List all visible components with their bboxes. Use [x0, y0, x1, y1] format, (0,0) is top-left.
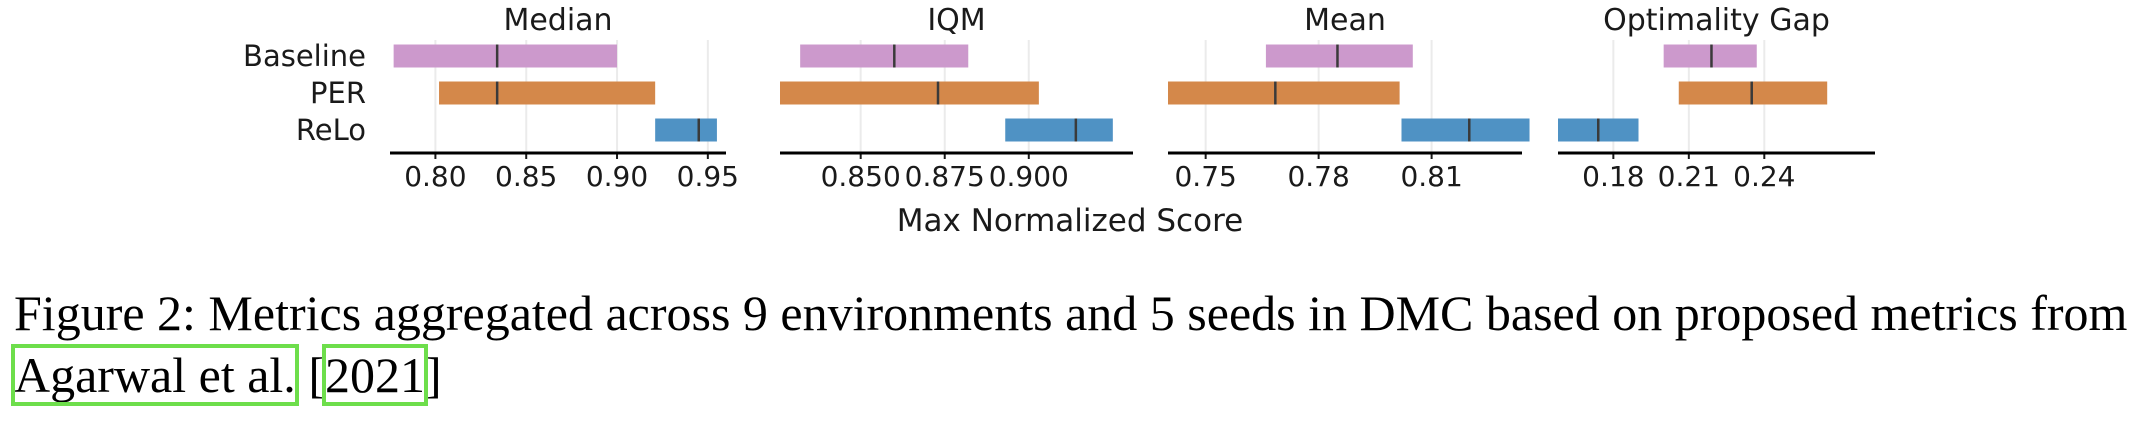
tick-label-optimality-gap: 0.24: [1733, 160, 1795, 193]
interval-bar-optimality-gap-baseline: [1663, 44, 1757, 68]
tick-label-iqm: 0.900: [989, 160, 1069, 193]
interval-bar-median-baseline: [393, 44, 618, 68]
interval-bar-mean-relo: [1401, 118, 1530, 142]
panel-title-iqm: IQM: [927, 3, 985, 38]
tick-label-optimality-gap: 0.18: [1582, 160, 1644, 193]
citation-year-link[interactable]: 2021: [321, 344, 428, 406]
citation-author-link[interactable]: Agarwal et al.: [11, 344, 299, 406]
tick-label-mean: 0.81: [1400, 160, 1462, 193]
interval-bar-mean-per: [1168, 81, 1400, 105]
tick-label-median: 0.90: [586, 160, 648, 193]
method-label-per: PER: [310, 76, 366, 110]
tick-label-mean: 0.78: [1287, 160, 1349, 193]
interval-bar-optimality-gap-per: [1678, 81, 1828, 105]
tick-label-median: 0.95: [677, 160, 739, 193]
panel-title-mean: Mean: [1304, 3, 1386, 38]
caption-bracket-open: [: [295, 347, 325, 403]
tick-label-median: 0.80: [404, 160, 466, 193]
interval-bar-median-relo: [655, 118, 717, 142]
interval-bar-iqm-per: [780, 81, 1039, 105]
tick-label-mean: 0.75: [1174, 160, 1236, 193]
tick-label-iqm: 0.875: [905, 160, 985, 193]
x-axis-label: Max Normalized Score: [897, 203, 1243, 239]
panel-title-median: Median: [503, 3, 612, 38]
tick-label-median: 0.85: [495, 160, 557, 193]
figure-caption: Figure 2: Metrics aggregated across 9 en…: [11, 282, 2134, 406]
interval-bar-iqm-relo: [1005, 118, 1113, 142]
caption-bracket-close: ]: [424, 347, 442, 403]
panel-title-optimality-gap: Optimality Gap: [1603, 3, 1830, 38]
method-label-baseline: Baseline: [243, 39, 366, 73]
interval-bar-mean-baseline: [1265, 44, 1413, 68]
interval-bar-iqm-baseline: [800, 44, 969, 68]
interval-bar-median-per: [439, 81, 656, 105]
method-label-relo: ReLo: [296, 113, 366, 147]
axis-layer: [390, 151, 1875, 159]
caption-text: Figure 2: Metrics aggregated across 9 en…: [14, 285, 2128, 341]
tick-label-optimality-gap: 0.21: [1658, 160, 1720, 193]
bar-layer: [393, 44, 1828, 142]
tick-label-iqm: 0.850: [821, 160, 901, 193]
